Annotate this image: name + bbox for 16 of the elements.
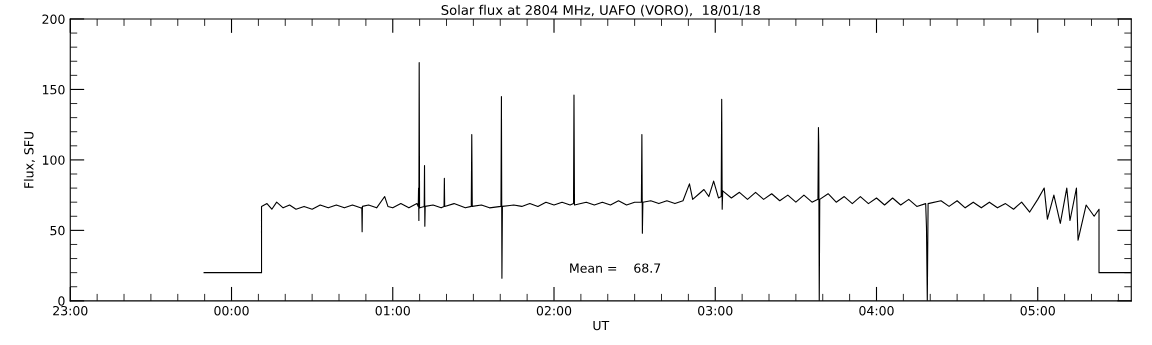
x-tick-label: 23:00 xyxy=(53,305,88,316)
x-axis-title: UT xyxy=(593,320,610,331)
y-tick-label: 50 xyxy=(50,225,65,236)
x-tick-label: 03:00 xyxy=(698,305,733,316)
y-tick-label: 200 xyxy=(42,14,65,24)
y-tick-label: 100 xyxy=(42,155,65,165)
annotation: Mean = 68.7 xyxy=(570,263,661,273)
x-tick-label: 05:00 xyxy=(1020,305,1055,316)
x-tick-label: 00:00 xyxy=(214,305,249,316)
x-tick-label: 04:00 xyxy=(859,305,894,316)
x-tick-label: 02:00 xyxy=(536,305,572,316)
x-tick-label: 01:00 xyxy=(375,305,410,316)
y-axis-title: Flux, SFU xyxy=(23,131,35,188)
chart-title: Solar flux at 2804 MHz, UAFO (VORO), 18/01/18 xyxy=(441,4,760,17)
y-tick-label: 150 xyxy=(42,84,65,95)
y-tick-label: 0 xyxy=(58,296,65,306)
